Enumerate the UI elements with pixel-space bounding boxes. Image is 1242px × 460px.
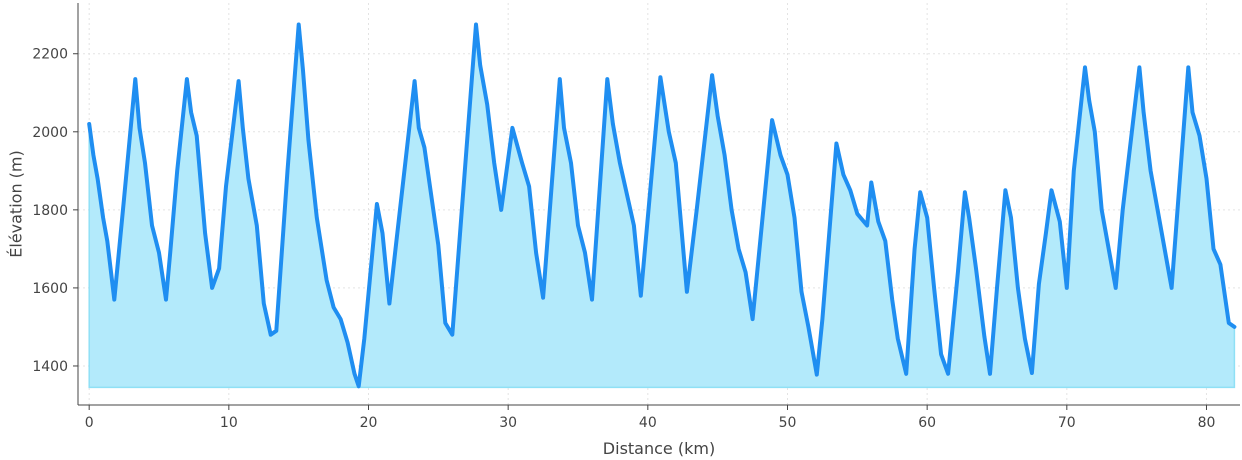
y-tick-label: 1800	[32, 203, 68, 219]
y-tick-label: 1600	[32, 281, 68, 297]
x-tick-label: 70	[1058, 415, 1076, 431]
x-tick-label: 50	[779, 415, 797, 431]
x-tick-label: 10	[220, 415, 238, 431]
x-tick-label: 0	[85, 415, 94, 431]
elevation-line	[87, 22, 1237, 389]
x-tick-label: 30	[499, 415, 517, 431]
x-tick-label: 40	[639, 415, 657, 431]
y-axis-ticks: 1400 1600 1800 2000 2200	[32, 47, 78, 375]
x-tick-label: 60	[918, 415, 936, 431]
y-tick-label: 1400	[32, 359, 68, 375]
x-tick-label: 20	[360, 415, 378, 431]
y-tick-label: 2200	[32, 47, 68, 63]
y-tick-label: 2000	[32, 125, 68, 141]
x-axis-ticks: 0 10 20 30 40 50 60 70 80	[85, 405, 1216, 431]
y-axis-title: Élévation (m)	[7, 150, 26, 257]
x-axis-title: Distance (km)	[603, 439, 715, 458]
x-tick-label: 80	[1198, 415, 1216, 431]
